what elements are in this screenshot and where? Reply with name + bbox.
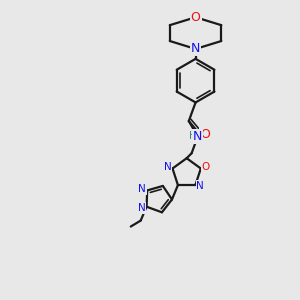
Text: N: N — [138, 184, 146, 194]
Text: N: N — [138, 203, 146, 213]
Text: N: N — [191, 42, 200, 56]
Text: H: H — [189, 130, 196, 140]
Text: O: O — [200, 128, 210, 141]
Text: O: O — [190, 11, 200, 24]
Text: N: N — [196, 181, 204, 191]
Text: N: N — [164, 163, 171, 172]
Text: N: N — [193, 130, 202, 143]
Text: O: O — [202, 163, 210, 172]
